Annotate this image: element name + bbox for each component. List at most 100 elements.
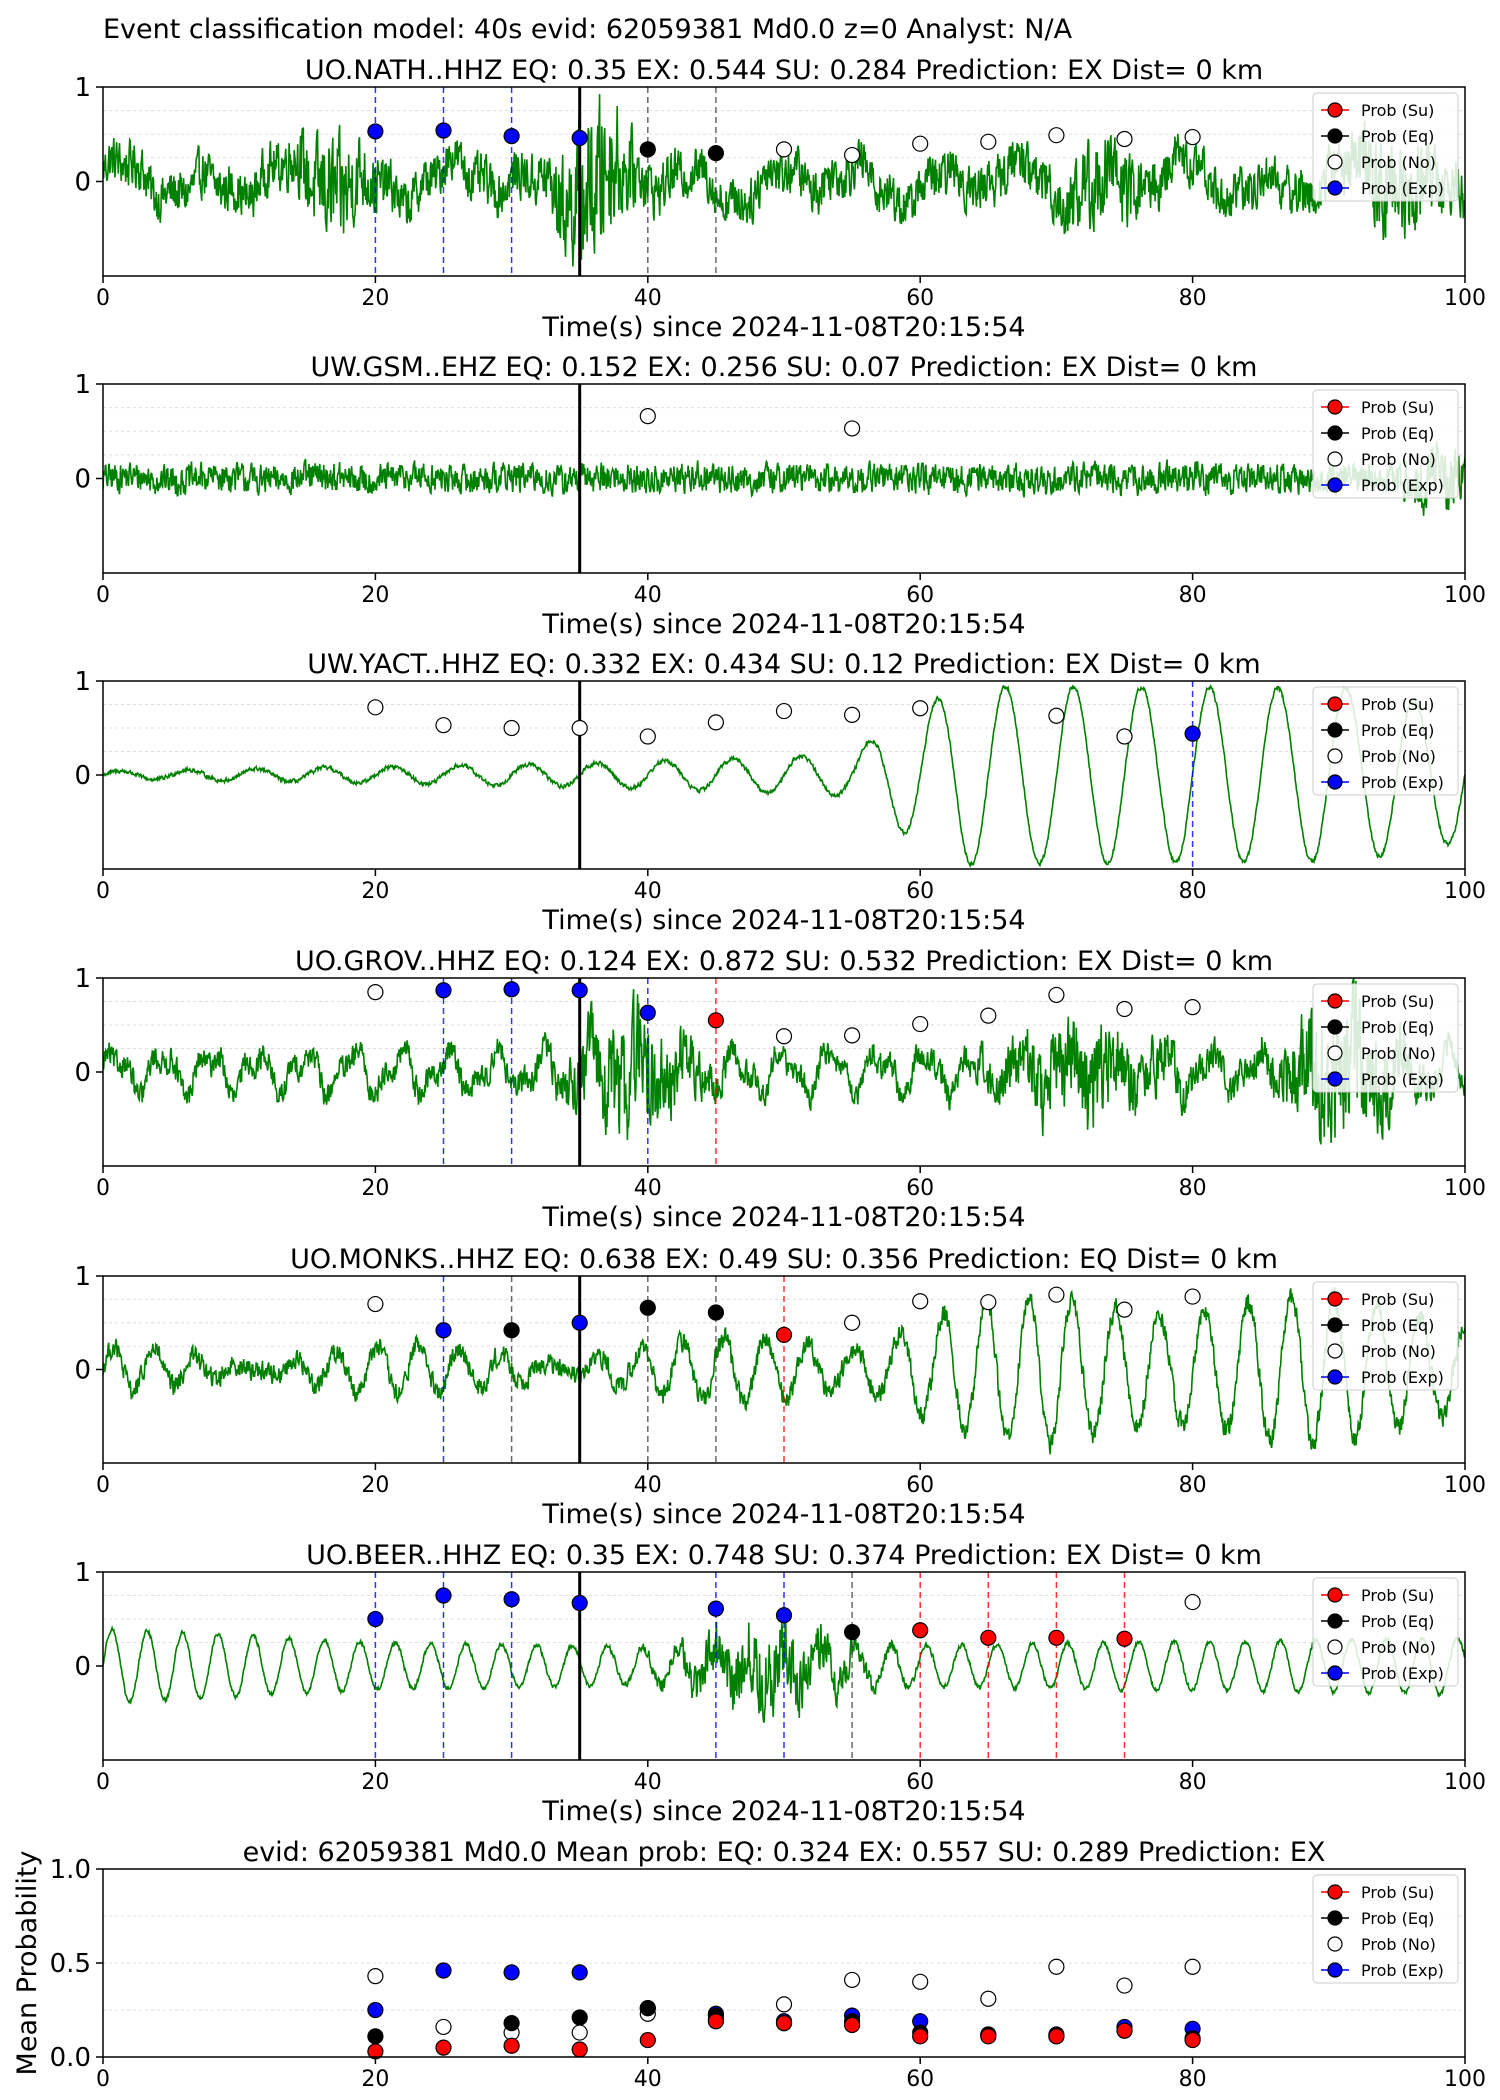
marker-su [1184,2031,1201,2049]
marker-no [843,1314,861,1331]
y-tick-label: 1 [74,964,91,994]
marker-no [1116,130,1133,148]
marker-eq [707,145,725,162]
x-tick-label: 80 [1179,2067,1207,2092]
legend-box [1312,1577,1459,1687]
panel-title: UO.MONKS..HHZ EQ: 0.638 EX: 0.49 SU: 0.3… [290,1244,1278,1275]
figure-title: Event classification model: 40s evid: 62… [103,14,1073,45]
legend-marker-su [1327,1884,1343,1900]
legend-marker-eq [1327,722,1343,738]
y-tick-label: 0 [74,465,91,495]
y-axis-label: Mean Probability [12,1851,43,2076]
legend-label-ex: Prob (Exp) [1361,1368,1444,1387]
marker-no [1184,1593,1201,1611]
marker-eq [707,1304,725,1321]
marker-ex [571,1594,588,1612]
legend: Prob (Su) Prob (Eq) Prob (No) Prob (Exp) [1312,389,1459,499]
x-tick-label: 0 [96,1473,110,1498]
legend-label-ex: Prob (Exp) [1361,1961,1444,1980]
marker-ex [1184,725,1201,742]
x-tick-label: 80 [1179,583,1207,608]
waveform-trace [103,684,1465,869]
marker-su [503,2037,520,2054]
legend-label-no: Prob (No) [1361,747,1436,766]
legend-marker-no [1327,1639,1343,1655]
legend-box [1312,92,1459,202]
legend-label-su: Prob (Su) [1361,398,1434,417]
legend-marker-eq [1327,1019,1343,1035]
marker-ex [367,1610,384,1628]
legend-label-no: Prob (No) [1361,450,1436,469]
legend-marker-eq [1327,1910,1343,1926]
legend-label-su: Prob (Su) [1361,1883,1434,1902]
y-tick-label: 1 [74,667,91,697]
y-tick-label: 0 [74,1058,91,1088]
legend-box [1312,389,1459,499]
legend-label-su: Prob (Su) [1361,1290,1434,1309]
marker-eq [571,2009,588,2026]
legend-label-eq: Prob (Eq) [1361,1316,1434,1335]
legend-label-no: Prob (No) [1361,1342,1436,1361]
panel-title: evid: 62059381 Md0.0 Mean prob: EQ: 0.32… [243,1837,1326,1868]
y-tick-label: 1.0 [50,1855,91,1885]
marker-no [435,717,452,734]
legend-label-ex: Prob (Exp) [1361,1664,1444,1683]
x-tick-label: 80 [1179,1770,1207,1795]
legend-marker-ex [1327,1369,1343,1385]
legend-box [1312,983,1459,1093]
marker-ex [571,1964,588,1981]
marker-no [912,1973,929,1990]
x-axis-label: Time(s) since 2024-11-08T20:15:54 [541,312,1025,343]
marker-eq [503,1322,520,1339]
axes-frame [102,977,1466,1167]
legend-label-su: Prob (Su) [1361,101,1434,120]
legend-marker-su [1327,993,1343,1009]
marker-su [980,2028,997,2045]
x-tick-label: 80 [1179,879,1207,904]
panel-6: 0 20 40 60 80 100 1 0 UO.BEER..HHZ EQ: 0.35 EX: … [74,1540,1486,1827]
x-tick-label: 20 [361,286,389,311]
marker-ex [707,1600,725,1617]
x-tick-label: 0 [96,879,110,904]
y-tick-label: 1 [74,73,91,103]
marker-no [1116,1000,1133,1018]
marker-eq [503,2015,520,2032]
legend-marker-ex [1327,1071,1343,1087]
y-tick-label: 0 [74,1652,91,1682]
marker-su [571,2041,588,2058]
x-tick-label: 80 [1179,286,1207,311]
x-tick-label: 100 [1444,286,1486,311]
x-tick-label: 40 [634,1176,662,1201]
x-tick-label: 60 [906,2067,934,2092]
marker-no [571,719,588,737]
legend-label-eq: Prob (Eq) [1361,1909,1434,1928]
marker-su [775,2015,793,2032]
marker-ex [367,2001,384,2019]
marker-su [435,2039,452,2056]
panel-7: 0 20 40 60 80 100 1.0 0.5 0.0 evid: 62059381 Md0.… [12,1837,1486,2092]
marker-no [1048,986,1065,1004]
legend-marker-no [1327,1045,1343,1061]
marker-no [1184,999,1201,1016]
marker-su [843,2016,861,2034]
legend-marker-eq [1327,128,1343,144]
legend-marker-no [1327,1343,1343,1359]
marker-su [1116,2022,1133,2039]
marker-ex [367,123,384,140]
marker-no [503,719,520,737]
legend-marker-ex [1327,477,1343,493]
legend-label-su: Prob (Su) [1361,695,1434,714]
marker-no [1048,707,1065,724]
x-tick-label: 100 [1444,1770,1486,1795]
marker-su [1048,1629,1065,1646]
waveform-trace [103,94,1465,267]
marker-no [1048,127,1065,144]
marker-no [912,1015,929,1033]
x-tick-label: 60 [906,1176,934,1201]
legend-label-no: Prob (No) [1361,1044,1436,1063]
legend-marker-ex [1327,180,1343,196]
x-tick-label: 40 [634,286,662,311]
legend-label-ex: Prob (Exp) [1361,179,1444,198]
marker-no [367,983,384,1001]
